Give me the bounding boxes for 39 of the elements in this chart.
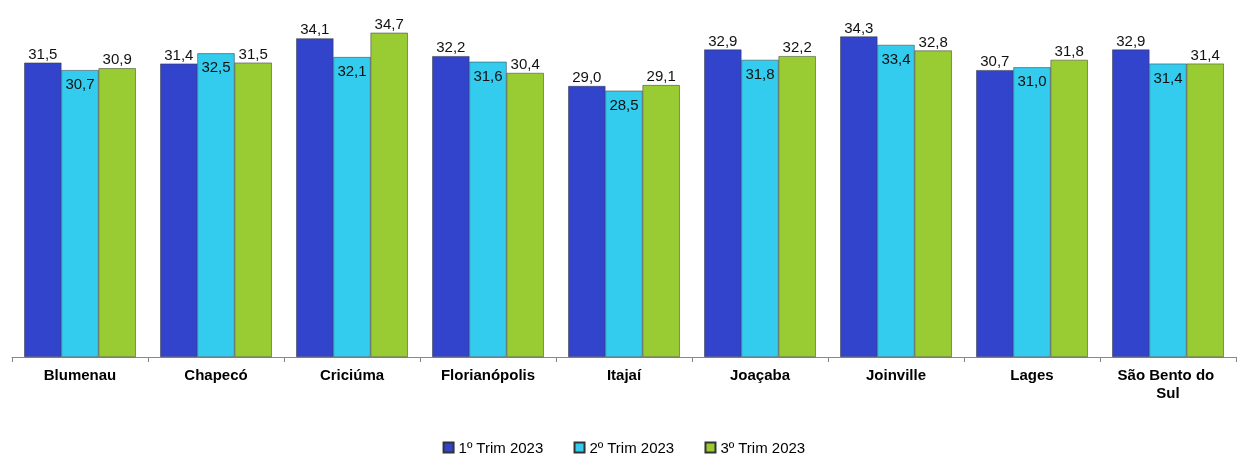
data-label: 28,5 [609,95,639,113]
data-label: 34,7 [374,14,404,32]
data-label: 29,0 [572,68,602,86]
data-label: 33,4 [881,49,911,67]
data-label: 34,1 [300,20,330,38]
data-label: 31,5 [28,44,58,62]
data-label: 32,9 [708,31,738,49]
data-label: 31,0 [1017,72,1047,90]
legend-label: 2º Trim 2023 [589,439,675,456]
data-label: 31,4 [164,45,194,63]
data-label: 30,9 [102,50,132,68]
data-label: 31,8 [1054,41,1084,59]
x-tick-label: Chapecó [184,365,248,383]
x-tick-label: Criciúma [319,365,385,383]
data-label: 32,1 [337,62,367,80]
x-tick-label: Joinville [865,365,927,383]
legend-label: 1º Trim 2023 [458,439,544,456]
x-tick-label: Itajaí [606,365,642,383]
data-label: 32,2 [436,38,466,56]
data-label: 32,8 [918,32,948,50]
data-label: 31,4 [1153,68,1183,86]
data-label: 30,4 [510,54,540,72]
x-tick-label: São Bento do Sul [1117,365,1219,401]
x-tick-label: Florianópolis [440,365,536,383]
x-tick-label: Joaçaba [729,365,791,383]
data-label: 29,1 [646,67,676,85]
data-label: 32,9 [1116,31,1146,49]
data-label: 30,7 [980,52,1010,70]
data-label: 30,7 [65,75,95,93]
data-label: 31,5 [238,44,268,62]
legend-label: 3º Trim 2023 [720,439,806,456]
data-label: 32,2 [782,38,812,56]
data-label: 31,4 [1190,45,1220,63]
data-label: 32,5 [201,58,231,76]
data-label: 31,6 [473,66,503,84]
data-label: 34,3 [844,18,874,36]
data-label: 31,8 [745,64,775,82]
x-tick-label: Lages [1010,365,1054,383]
x-tick-label: Blumenau [43,365,117,383]
